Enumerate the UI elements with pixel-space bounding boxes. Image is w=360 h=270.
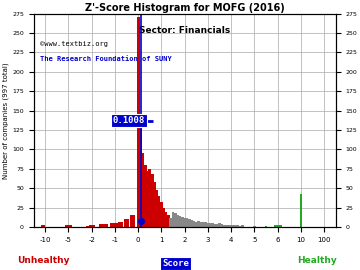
Bar — [265, 226, 267, 227]
Bar — [99, 224, 108, 227]
Bar — [230, 225, 233, 227]
Bar — [237, 225, 239, 227]
Bar — [199, 222, 202, 227]
Bar — [124, 219, 129, 227]
Bar — [167, 215, 170, 227]
Bar — [228, 225, 230, 227]
Bar — [139, 118, 142, 227]
Bar — [160, 202, 163, 227]
Bar — [118, 222, 123, 227]
Text: ©www.textbiz.org: ©www.textbiz.org — [40, 41, 108, 47]
Bar — [232, 225, 235, 227]
Bar — [300, 194, 302, 227]
Bar — [202, 222, 204, 227]
Bar — [141, 153, 144, 227]
Bar — [213, 224, 216, 227]
Bar — [86, 226, 89, 227]
Bar — [209, 223, 212, 227]
Text: 0.1008: 0.1008 — [113, 116, 145, 125]
Bar — [172, 211, 174, 227]
Y-axis label: Number of companies (997 total): Number of companies (997 total) — [3, 62, 9, 179]
Bar — [279, 225, 282, 227]
Bar — [148, 169, 151, 227]
Text: Unhealthy: Unhealthy — [17, 256, 69, 265]
Bar — [156, 190, 158, 227]
Bar — [241, 225, 244, 227]
Bar — [253, 226, 256, 227]
Bar — [190, 220, 193, 227]
Bar — [185, 218, 188, 227]
Title: Z'-Score Histogram for MOFG (2016): Z'-Score Histogram for MOFG (2016) — [85, 3, 284, 13]
Bar — [153, 182, 156, 227]
Bar — [220, 224, 223, 227]
Bar — [225, 225, 228, 227]
Text: Score: Score — [162, 259, 189, 268]
Bar — [197, 221, 200, 227]
Bar — [151, 174, 153, 227]
Bar — [223, 225, 225, 227]
Text: The Research Foundation of SUNY: The Research Foundation of SUNY — [40, 56, 171, 62]
Bar — [181, 217, 184, 227]
Text: Sector: Financials: Sector: Financials — [139, 26, 230, 35]
Bar — [239, 226, 242, 227]
Bar — [211, 223, 214, 227]
Bar — [174, 213, 177, 227]
Text: Healthy: Healthy — [297, 256, 337, 265]
Bar — [274, 225, 281, 227]
Bar — [183, 218, 186, 227]
Bar — [137, 18, 140, 227]
Bar — [165, 211, 167, 227]
Bar — [188, 219, 191, 227]
Bar — [218, 223, 221, 227]
Bar — [158, 196, 161, 227]
Bar — [66, 225, 72, 227]
Bar — [162, 208, 165, 227]
Bar — [193, 221, 195, 227]
Bar — [130, 215, 135, 227]
Bar — [41, 225, 45, 227]
Bar — [110, 223, 120, 227]
Bar — [195, 222, 198, 227]
Bar — [146, 171, 149, 227]
Bar — [176, 215, 179, 227]
Bar — [89, 225, 95, 227]
Bar — [207, 223, 209, 227]
Bar — [179, 216, 181, 227]
Bar — [216, 224, 219, 227]
Bar — [169, 218, 172, 227]
Bar — [144, 165, 147, 227]
Bar — [204, 222, 207, 227]
Bar — [234, 225, 237, 227]
